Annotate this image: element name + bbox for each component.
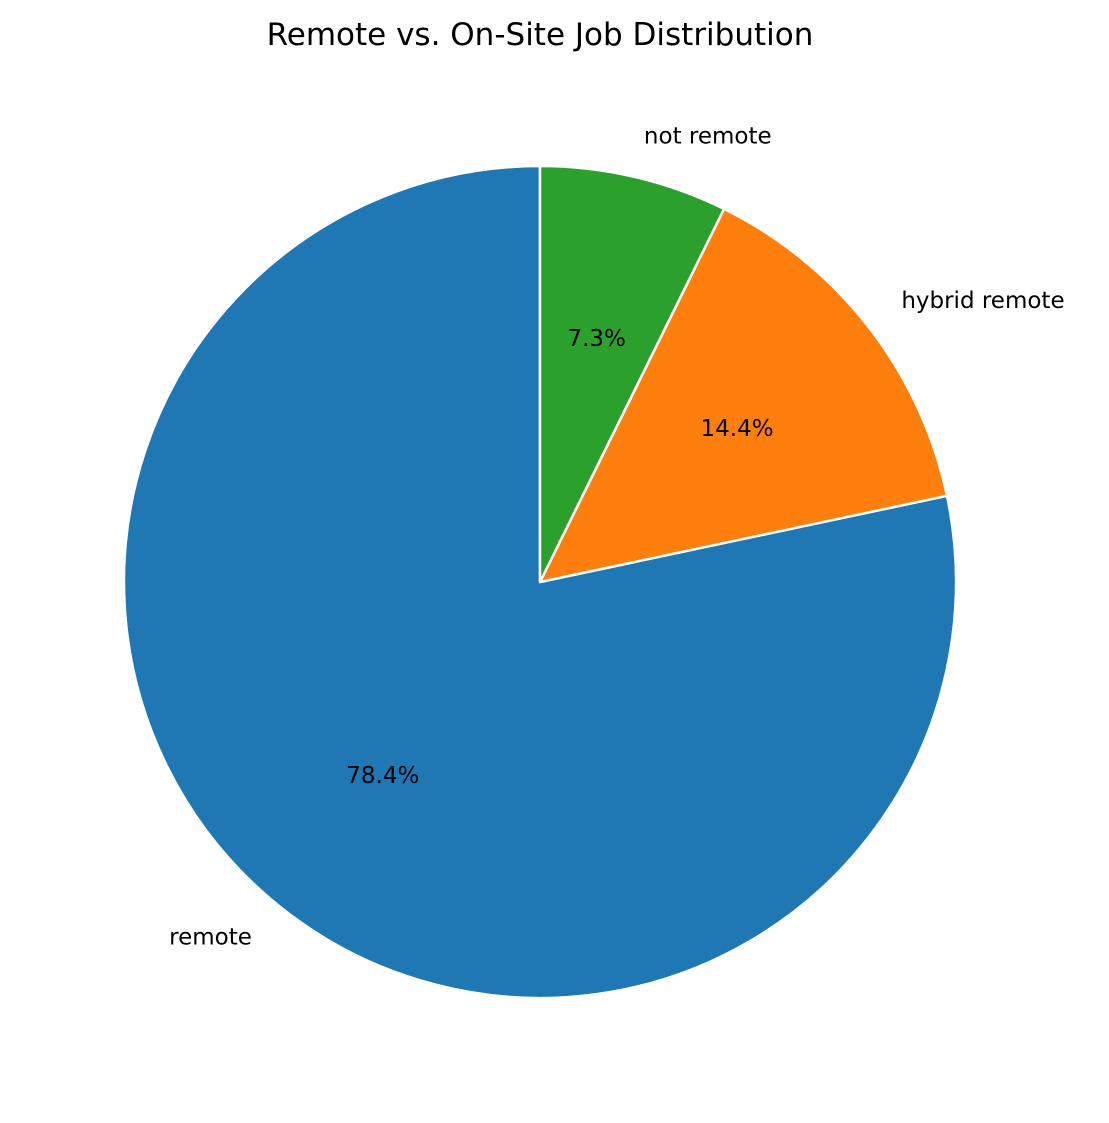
pie-slice-remote [122,164,958,1000]
chart-title: Remote vs. On-Site Job Distribution [267,17,814,53]
slice-pct-label-remote: 78.4% [346,763,419,789]
pie-slices [122,164,958,1000]
slice-pct-label-hybrid-remote: 14.4% [701,416,774,442]
pie-labels: remote 78.4% hybrid remote 14.4% not remote 7… [169,123,1064,950]
slice-label-hybrid-remote: hybrid remote [901,288,1064,314]
slice-pct-label-not-remote: 7.3% [567,326,625,352]
pie-slice-hybrid-remote [538,207,949,584]
slice-label-not-remote: not remote [644,123,772,149]
slice-label-remote: remote [169,925,252,951]
pie-slice-not-remote [538,164,726,584]
